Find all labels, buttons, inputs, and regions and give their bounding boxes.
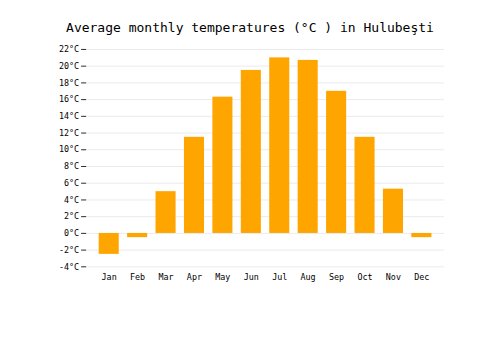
- svg-text:Mar: Mar: [158, 272, 173, 282]
- svg-text:Oct: Oct: [357, 272, 372, 282]
- svg-text:6°C: 6°C: [64, 178, 79, 188]
- svg-text:-2°C: -2°C: [59, 245, 79, 255]
- html-text:Average monthly temperatures (: Average monthly temperatures (°C ) in Hu…: [66, 20, 434, 35]
- svg-text:Apr: Apr: [187, 272, 202, 282]
- svg-text:May: May: [215, 272, 230, 282]
- svg-text:Jan: Jan: [102, 272, 117, 282]
- svg-text:Aug: Aug: [301, 272, 316, 282]
- svg-text:18°C: 18°C: [59, 78, 79, 88]
- svg-text:Nov: Nov: [386, 272, 401, 282]
- svg-text:20°C: 20°C: [59, 61, 79, 71]
- svg-text:Jul: Jul: [272, 272, 287, 282]
- svg-text:Jun: Jun: [244, 272, 259, 282]
- svg-text:12°C: 12°C: [59, 128, 79, 138]
- svg-text:Feb: Feb: [130, 272, 145, 282]
- svg-text:Dec: Dec: [414, 272, 429, 282]
- svg-text:-4°C: -4°C: [59, 261, 79, 271]
- svg-text:4°C: 4°C: [64, 195, 79, 205]
- svg-text:22°C: 22°C: [59, 44, 79, 54]
- svg-text:2°C: 2°C: [64, 211, 79, 221]
- svg-text:10°C: 10°C: [59, 144, 79, 154]
- svg-text:14°C: 14°C: [59, 111, 79, 121]
- svg-text:16°C: 16°C: [59, 94, 79, 104]
- svg-text:8°C: 8°C: [64, 161, 79, 171]
- svg-text:0°C: 0°C: [64, 228, 79, 238]
- svg-text:Sep: Sep: [329, 272, 344, 282]
